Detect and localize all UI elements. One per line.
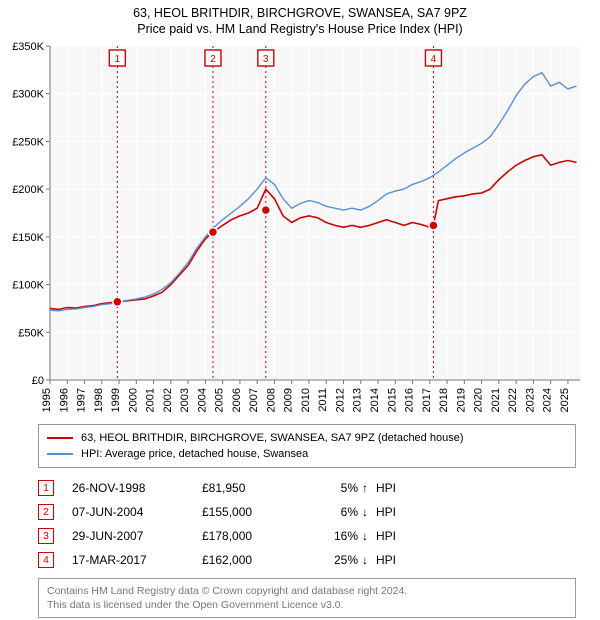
svg-text:2010: 2010 bbox=[300, 388, 312, 412]
tx-arrow-icon: ↓ bbox=[362, 529, 376, 543]
svg-text:2014: 2014 bbox=[369, 388, 381, 412]
tx-diff: 5% bbox=[302, 481, 362, 495]
tx-marker: 4 bbox=[38, 552, 54, 568]
svg-text:£350K: £350K bbox=[12, 41, 44, 53]
legend: 63, HEOL BRITHDIR, BIRCHGROVE, SWANSEA, … bbox=[38, 424, 576, 468]
svg-text:2015: 2015 bbox=[386, 388, 398, 412]
svg-text:£150K: £150K bbox=[12, 232, 44, 244]
svg-text:1996: 1996 bbox=[58, 388, 70, 412]
tx-diff: 16% bbox=[302, 529, 362, 543]
tx-arrow-icon: ↑ bbox=[362, 481, 376, 495]
svg-text:£100K: £100K bbox=[12, 280, 44, 292]
svg-text:1997: 1997 bbox=[76, 388, 88, 412]
svg-text:2008: 2008 bbox=[265, 388, 277, 412]
figure-root: 63, HEOL BRITHDIR, BIRCHGROVE, SWANSEA, … bbox=[0, 0, 600, 620]
tx-marker: 1 bbox=[38, 480, 54, 496]
legend-row-property: 63, HEOL BRITHDIR, BIRCHGROVE, SWANSEA, … bbox=[47, 430, 567, 446]
tx-hpi-label: HPI bbox=[376, 505, 406, 519]
svg-text:2019: 2019 bbox=[455, 388, 467, 412]
tx-date: 17-MAR-2017 bbox=[72, 553, 202, 567]
tx-price: £178,000 bbox=[202, 529, 302, 543]
tx-hpi-label: HPI bbox=[376, 553, 406, 567]
chart: £0 £50K £100K £150K £200K £250K £300K £350K 1995… bbox=[0, 38, 600, 418]
svg-text:2004: 2004 bbox=[196, 388, 208, 412]
tx-date: 26-NOV-1998 bbox=[72, 481, 202, 495]
svg-text:2021: 2021 bbox=[490, 388, 502, 412]
tx-date: 29-JUN-2007 bbox=[72, 529, 202, 543]
svg-text:2009: 2009 bbox=[283, 388, 295, 412]
svg-text:£250K: £250K bbox=[12, 136, 44, 148]
svg-text:2006: 2006 bbox=[231, 388, 243, 412]
svg-text:£300K: £300K bbox=[12, 89, 44, 101]
footer-line2: This data is licensed under the Open Gov… bbox=[47, 598, 567, 612]
tx-date: 07-JUN-2004 bbox=[72, 505, 202, 519]
tx-arrow-icon: ↓ bbox=[362, 553, 376, 567]
tx-marker: 2 bbox=[38, 504, 54, 520]
svg-text:2003: 2003 bbox=[179, 388, 191, 412]
svg-text:2: 2 bbox=[210, 54, 216, 65]
svg-text:2011: 2011 bbox=[317, 388, 329, 412]
tx-price: £155,000 bbox=[202, 505, 302, 519]
tx-price: £162,000 bbox=[202, 553, 302, 567]
svg-text:2022: 2022 bbox=[507, 388, 519, 412]
svg-text:2023: 2023 bbox=[524, 388, 536, 412]
svg-text:£0: £0 bbox=[32, 375, 44, 387]
svg-text:3: 3 bbox=[263, 54, 269, 65]
title-subtitle: Price paid vs. HM Land Registry's House … bbox=[10, 22, 590, 36]
svg-text:2013: 2013 bbox=[352, 388, 364, 412]
svg-text:2025: 2025 bbox=[559, 388, 571, 412]
svg-text:1: 1 bbox=[115, 54, 121, 65]
transaction-row: 2 07-JUN-2004£155,0006%↓HPI bbox=[38, 500, 576, 524]
tx-price: £81,950 bbox=[202, 481, 302, 495]
svg-text:2012: 2012 bbox=[334, 388, 346, 412]
svg-text:1999: 1999 bbox=[110, 388, 122, 412]
svg-text:1995: 1995 bbox=[41, 388, 53, 412]
svg-text:2018: 2018 bbox=[438, 388, 450, 412]
legend-label-hpi: HPI: Average price, detached house, Swan… bbox=[81, 446, 308, 462]
svg-text:2007: 2007 bbox=[248, 388, 260, 412]
svg-text:2002: 2002 bbox=[162, 388, 174, 412]
svg-text:1998: 1998 bbox=[93, 388, 105, 412]
transaction-row: 3 29-JUN-2007£178,00016%↓HPI bbox=[38, 524, 576, 548]
transaction-row: 1 26-NOV-1998£81,9505%↑HPI bbox=[38, 476, 576, 500]
tx-hpi-label: HPI bbox=[376, 529, 406, 543]
tx-hpi-label: HPI bbox=[376, 481, 406, 495]
transactions-table: 126-NOV-1998£81,9505%↑HPI207-JUN-2004£15… bbox=[38, 476, 576, 572]
footer-attribution: Contains HM Land Registry data © Crown c… bbox=[38, 578, 576, 618]
svg-text:2016: 2016 bbox=[404, 388, 416, 412]
chart-svg: £0 £50K £100K £150K £200K £250K £300K £350K 1995… bbox=[0, 38, 600, 418]
svg-text:2001: 2001 bbox=[145, 388, 157, 412]
svg-text:£50K: £50K bbox=[18, 327, 44, 339]
svg-text:2024: 2024 bbox=[542, 388, 554, 412]
title-address: 63, HEOL BRITHDIR, BIRCHGROVE, SWANSEA, … bbox=[10, 6, 590, 20]
legend-label-property: 63, HEOL BRITHDIR, BIRCHGROVE, SWANSEA, … bbox=[81, 430, 463, 446]
legend-swatch-property bbox=[47, 437, 73, 439]
svg-text:4: 4 bbox=[431, 54, 437, 65]
svg-text:£200K: £200K bbox=[12, 184, 44, 196]
svg-text:2000: 2000 bbox=[127, 388, 139, 412]
legend-row-hpi: HPI: Average price, detached house, Swan… bbox=[47, 446, 567, 462]
title-block: 63, HEOL BRITHDIR, BIRCHGROVE, SWANSEA, … bbox=[0, 0, 600, 38]
tx-diff: 6% bbox=[302, 505, 362, 519]
tx-arrow-icon: ↓ bbox=[362, 505, 376, 519]
svg-text:2020: 2020 bbox=[473, 388, 485, 412]
transaction-row: 4 17-MAR-2017£162,00025%↓HPI bbox=[38, 548, 576, 572]
footer-line1: Contains HM Land Registry data © Crown c… bbox=[47, 584, 567, 598]
legend-swatch-hpi bbox=[47, 453, 73, 455]
tx-diff: 25% bbox=[302, 553, 362, 567]
tx-marker: 3 bbox=[38, 528, 54, 544]
svg-text:2017: 2017 bbox=[421, 388, 433, 412]
svg-text:2005: 2005 bbox=[214, 388, 226, 412]
